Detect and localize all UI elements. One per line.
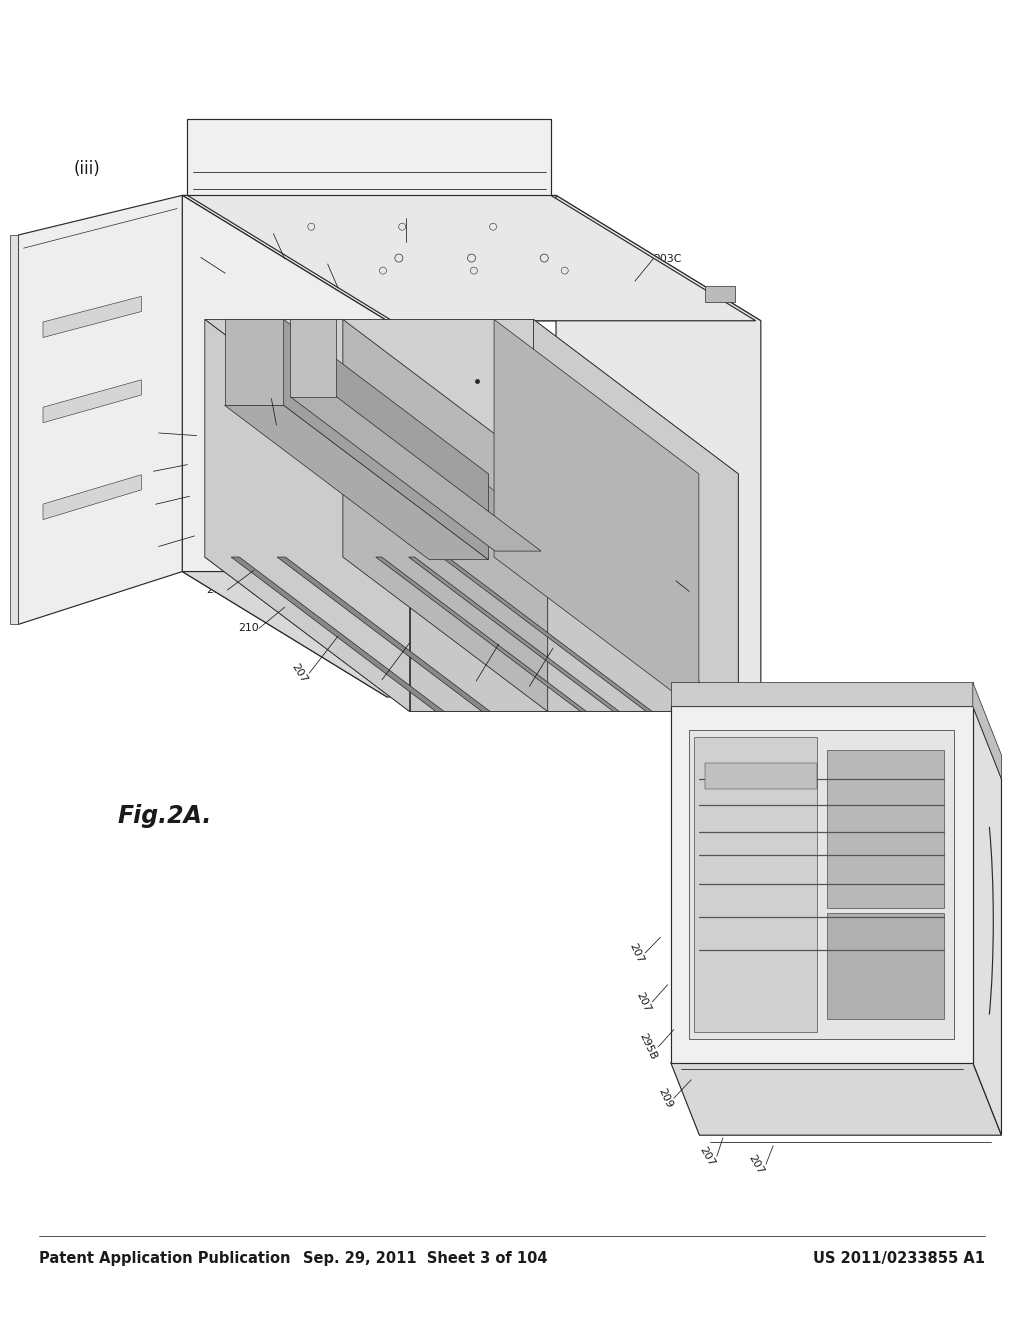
Polygon shape xyxy=(238,367,535,521)
Polygon shape xyxy=(689,730,954,1039)
Text: 203C: 203C xyxy=(653,253,682,264)
Polygon shape xyxy=(231,557,444,711)
Polygon shape xyxy=(671,682,973,706)
Polygon shape xyxy=(43,475,141,520)
Polygon shape xyxy=(827,913,944,1019)
Polygon shape xyxy=(376,557,587,711)
Polygon shape xyxy=(671,706,973,1063)
Polygon shape xyxy=(409,557,620,711)
Text: 210: 210 xyxy=(239,623,259,634)
Polygon shape xyxy=(182,195,387,697)
Polygon shape xyxy=(187,195,756,321)
Polygon shape xyxy=(671,1063,1001,1135)
Polygon shape xyxy=(278,557,490,711)
Text: 200: 200 xyxy=(180,252,201,263)
Text: 203C: 203C xyxy=(259,228,288,239)
Polygon shape xyxy=(556,195,761,697)
Text: 221B: 221B xyxy=(506,672,529,701)
Text: (iv): (iv) xyxy=(674,675,701,693)
Polygon shape xyxy=(43,297,141,338)
Polygon shape xyxy=(694,737,817,1032)
Text: 295B: 295B xyxy=(638,1032,658,1061)
Text: (iii): (iii) xyxy=(74,160,100,178)
Text: 209: 209 xyxy=(656,1086,674,1110)
Polygon shape xyxy=(343,319,548,711)
Text: 207: 207 xyxy=(746,1152,766,1176)
Text: 207: 207 xyxy=(628,941,645,965)
Polygon shape xyxy=(290,396,541,552)
Polygon shape xyxy=(205,557,738,711)
Text: 220B: 220B xyxy=(453,667,476,696)
Polygon shape xyxy=(410,474,738,711)
Polygon shape xyxy=(10,235,18,624)
Text: 205: 205 xyxy=(207,585,227,595)
Text: 296: 296 xyxy=(138,541,159,552)
Polygon shape xyxy=(224,319,284,405)
Polygon shape xyxy=(705,763,817,789)
Polygon shape xyxy=(182,195,761,321)
Text: Patent Application Publication: Patent Application Publication xyxy=(39,1251,291,1266)
Polygon shape xyxy=(973,706,1001,1135)
Polygon shape xyxy=(18,195,182,624)
Text: 296: 296 xyxy=(135,499,156,510)
Text: 207: 207 xyxy=(362,668,382,692)
Text: Sep. 29, 2011  Sheet 3 of 104: Sep. 29, 2011 Sheet 3 of 104 xyxy=(303,1251,547,1266)
Text: 207: 207 xyxy=(697,1144,717,1168)
Polygon shape xyxy=(705,286,735,302)
Polygon shape xyxy=(182,572,761,697)
Polygon shape xyxy=(973,682,1001,779)
Polygon shape xyxy=(205,319,410,711)
Polygon shape xyxy=(827,750,944,908)
Text: 297: 297 xyxy=(138,428,159,438)
Polygon shape xyxy=(441,557,652,711)
Text: Fig.2A.: Fig.2A. xyxy=(118,804,212,828)
Polygon shape xyxy=(284,319,488,560)
Text: 296: 296 xyxy=(133,466,154,477)
Polygon shape xyxy=(290,319,336,396)
Text: 207: 207 xyxy=(635,990,652,1014)
Text: 206: 206 xyxy=(317,259,338,269)
Polygon shape xyxy=(534,319,738,711)
Polygon shape xyxy=(494,319,698,711)
Polygon shape xyxy=(205,319,738,474)
Polygon shape xyxy=(187,119,551,195)
Text: 203B: 203B xyxy=(391,213,420,223)
Text: 206: 206 xyxy=(261,393,282,404)
Text: 222B: 222B xyxy=(689,586,717,597)
Polygon shape xyxy=(224,405,488,560)
Polygon shape xyxy=(43,380,141,422)
Text: 207: 207 xyxy=(290,661,309,685)
Text: US 2011/0233855 A1: US 2011/0233855 A1 xyxy=(813,1251,985,1266)
